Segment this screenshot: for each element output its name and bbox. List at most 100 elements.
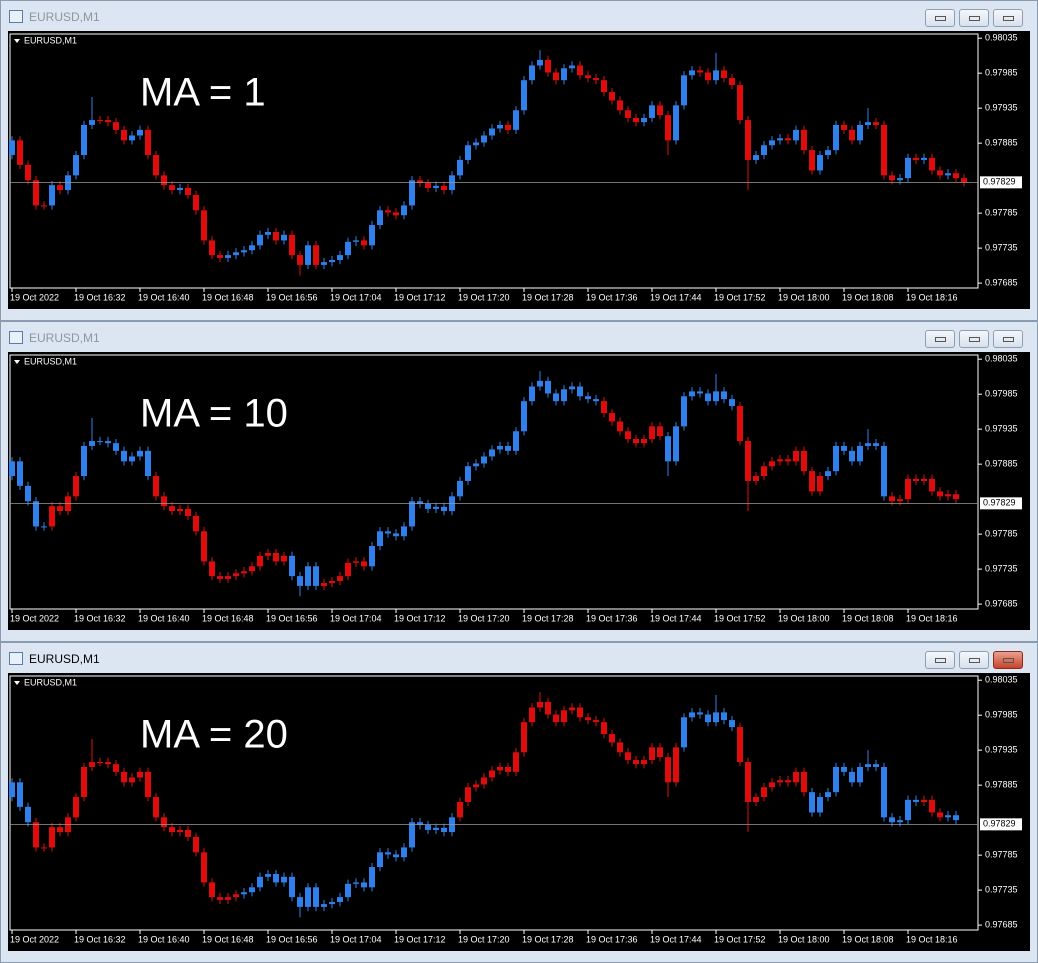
candle-body (577, 65, 583, 76)
candle-body (473, 784, 479, 788)
x-tick-label: 19 Oct 16:48 (202, 292, 254, 302)
maximize-button[interactable] (959, 651, 989, 669)
y-tick-label: 0.97735 (985, 884, 1018, 894)
y-tick-label: 0.97885 (985, 780, 1018, 790)
chart-window: EURUSD,M1 EURUSD,M1 MA = 10 0.98035 0.97985 0… (0, 321, 1038, 642)
y-tick-label: 0.97785 (985, 850, 1018, 860)
window-title: EURUSD,M1 (29, 652, 100, 666)
candle-body (873, 764, 879, 767)
candle-body (681, 717, 687, 748)
candle-body (873, 443, 879, 446)
candle-body (777, 459, 783, 462)
minimize-button[interactable] (925, 9, 955, 27)
candle-body (793, 450, 799, 462)
candle-body (801, 129, 807, 151)
candle-body (945, 173, 951, 176)
candle-body (553, 714, 559, 723)
candle-body (201, 531, 207, 562)
candle-body (937, 170, 943, 176)
close-button[interactable] (993, 330, 1023, 348)
candle-body (289, 876, 295, 898)
candle-body (225, 255, 231, 258)
candle-body (705, 714, 711, 723)
candle-body (329, 581, 335, 584)
candle-body (585, 717, 591, 721)
title-bar: EURUSD,M1 (1, 1, 1037, 31)
candle-body (609, 413, 615, 422)
candle-body (473, 463, 479, 467)
candle-body (281, 876, 287, 883)
candle-body (857, 445, 863, 462)
candle-body (657, 105, 663, 116)
close-button[interactable] (993, 651, 1023, 669)
candle-body (137, 450, 143, 457)
candle-body (641, 117, 647, 123)
candle-body (817, 797, 823, 813)
button-glyph (1003, 16, 1014, 21)
candle-body (393, 533, 399, 537)
candle-body (593, 399, 599, 402)
candle-body (689, 391, 695, 397)
candle-body (145, 771, 151, 798)
candle-body (721, 712, 727, 721)
candle-body (457, 480, 463, 497)
candle-body (897, 820, 903, 823)
candle-body (561, 68, 567, 81)
candle-body (217, 255, 223, 258)
candle-body (337, 897, 343, 903)
candle-body (521, 722, 527, 753)
candle-body (25, 164, 31, 181)
candle-body (313, 887, 319, 907)
candle-body (41, 526, 47, 528)
candle-body (665, 436, 671, 462)
candle-body (929, 478, 935, 492)
minimize-button[interactable] (925, 651, 955, 669)
candle-body (481, 135, 487, 143)
maximize-button[interactable] (959, 9, 989, 27)
candle-body (673, 426, 679, 462)
close-button[interactable] (993, 9, 1023, 27)
candle-body (441, 827, 447, 833)
candle-body (321, 904, 327, 907)
candle-body (865, 122, 871, 125)
candle-body (433, 185, 439, 188)
candle-body (929, 157, 935, 171)
y-tick-label: 0.97935 (985, 424, 1018, 434)
x-tick-label: 19 Oct 16:56 (266, 934, 318, 944)
candle-body (297, 576, 303, 586)
candle-body (913, 157, 919, 160)
chart-window: EURUSD,M1 EURUSD,M1 MA = 1 0.98035 0.97985 0.… (0, 0, 1038, 321)
candle-body (889, 175, 895, 181)
candle-body (49, 506, 55, 527)
y-tick-label: 0.97685 (985, 919, 1018, 929)
candle-body (721, 391, 727, 400)
y-tick-label: 0.98035 (985, 354, 1018, 364)
candle-body (865, 764, 871, 767)
candle-body (329, 260, 335, 263)
candle-body (753, 155, 759, 160)
minimize-button[interactable] (925, 330, 955, 348)
candle-body (169, 506, 175, 512)
x-tick-label: 19 Oct 16:48 (202, 613, 254, 623)
candle-body (801, 450, 807, 472)
candle-body (305, 566, 311, 586)
window-title: EURUSD,M1 (29, 10, 100, 24)
candle-body (161, 175, 167, 186)
candle-body (761, 145, 767, 156)
candle-body (497, 445, 503, 450)
candle-body (401, 205, 407, 216)
candle-body (697, 391, 703, 394)
candle-body (785, 780, 791, 783)
candle-body (241, 571, 247, 574)
candle-body (609, 92, 615, 101)
x-tick-label: 19 Oct 16:32 (74, 934, 126, 944)
candle-body (937, 491, 943, 497)
candle-body (233, 252, 239, 256)
candle-body (641, 438, 647, 444)
candle-body (609, 734, 615, 743)
maximize-button[interactable] (959, 330, 989, 348)
candle-body (9, 461, 15, 477)
x-tick-label: 19 Oct 17:36 (586, 613, 638, 623)
candle-body (809, 471, 815, 492)
